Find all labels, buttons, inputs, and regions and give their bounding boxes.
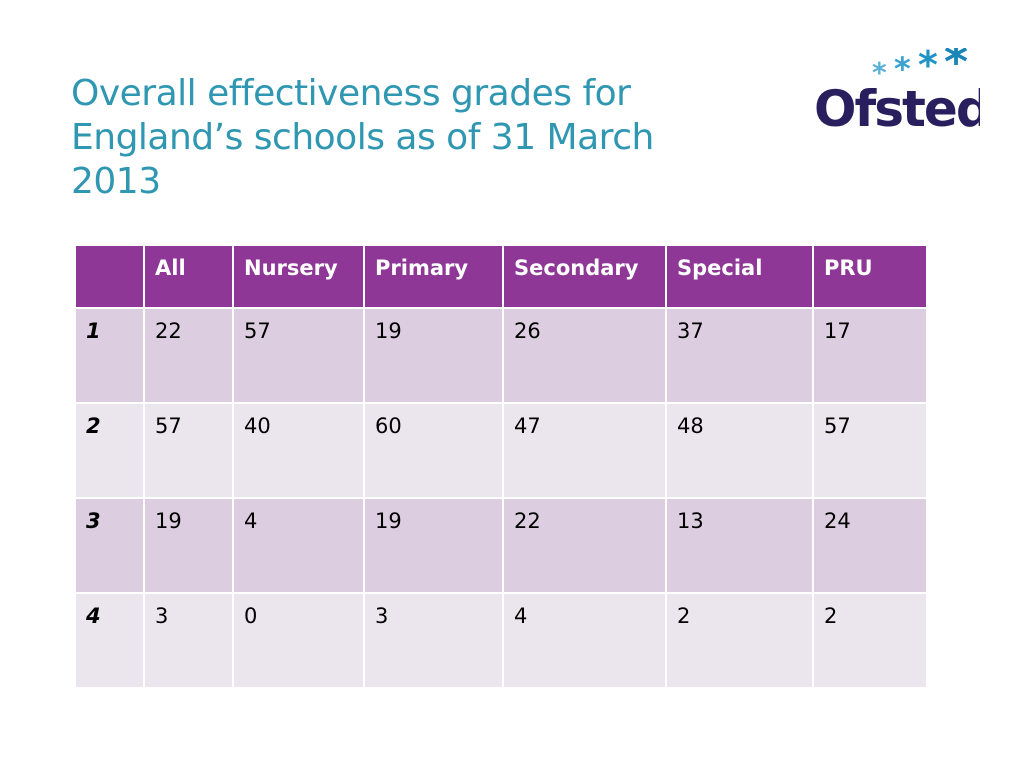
cell: 3 <box>363 592 504 689</box>
grades-table: All Nursery Primary Secondary Special PRU 1 22… <box>74 244 928 689</box>
column-header: Special <box>665 244 814 309</box>
cell: 17 <box>812 307 928 404</box>
svg-text:*: * <box>872 56 887 89</box>
logo-stars: * * * * <box>872 48 968 89</box>
cell: 47 <box>502 402 667 499</box>
cell: 48 <box>665 402 814 499</box>
row: 2 57 40 60 47 48 57 <box>74 402 928 499</box>
column-header: Nursery <box>232 244 365 309</box>
cell: 22 <box>143 307 234 404</box>
row: 1 22 57 19 26 37 17 <box>74 307 928 404</box>
corner-cell <box>74 244 145 309</box>
row-label: 1 <box>74 307 145 404</box>
svg-text:*: * <box>944 48 968 89</box>
svg-text:*: * <box>918 48 938 87</box>
cell: 4 <box>232 497 365 594</box>
cell: 26 <box>502 307 667 404</box>
cell: 22 <box>502 497 667 594</box>
title: Overall effectiveness grades for England… <box>71 73 654 202</box>
cell: 0 <box>232 592 365 689</box>
cell: 24 <box>812 497 928 594</box>
cell: 19 <box>363 497 504 594</box>
cell: 13 <box>665 497 814 594</box>
column-header: All <box>143 244 234 309</box>
cell: 19 <box>143 497 234 594</box>
svg-text:*: * <box>894 50 911 88</box>
cell: 60 <box>363 402 504 499</box>
logo-text: Ofsted <box>814 80 980 138</box>
cell: 2 <box>665 592 814 689</box>
column-header: Primary <box>363 244 504 309</box>
cell: 3 <box>143 592 234 689</box>
cell: 57 <box>812 402 928 499</box>
cell: 4 <box>502 592 667 689</box>
column-header: PRU <box>812 244 928 309</box>
column-header: Secondary <box>502 244 667 309</box>
row: 3 19 4 19 22 13 24 <box>74 497 928 594</box>
cell: 19 <box>363 307 504 404</box>
cell: 40 <box>232 402 365 499</box>
row-label: 4 <box>74 592 145 689</box>
cell: 57 <box>232 307 365 404</box>
cell: 37 <box>665 307 814 404</box>
logo: * * * * Ofsted <box>814 48 980 138</box>
header-row: All Nursery Primary Secondary Special PRU <box>74 244 928 309</box>
cell: 2 <box>812 592 928 689</box>
row-label: 2 <box>74 402 145 499</box>
row-label: 3 <box>74 497 145 594</box>
cell: 57 <box>143 402 234 499</box>
